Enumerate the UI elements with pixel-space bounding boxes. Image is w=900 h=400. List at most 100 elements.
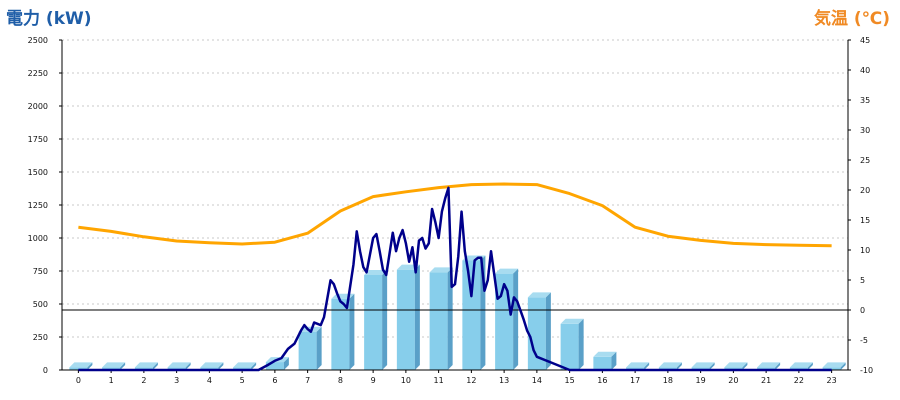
right-tick-label: 5	[860, 276, 865, 285]
bar-side	[676, 362, 682, 370]
bar	[102, 367, 121, 370]
power-line	[78, 186, 832, 372]
x-tick-label: 8	[338, 376, 343, 385]
bar-top	[364, 269, 388, 275]
bar-side	[578, 318, 584, 370]
bar	[626, 367, 645, 370]
bar-side	[840, 362, 846, 370]
bar-top	[724, 362, 748, 368]
bar	[298, 331, 317, 370]
bar-side	[447, 267, 453, 370]
bar-side	[349, 293, 355, 370]
bar	[364, 274, 383, 370]
right-tick-label: 20	[860, 186, 870, 195]
bar	[233, 367, 252, 370]
right-tick-label: 40	[860, 66, 870, 75]
bar	[331, 298, 350, 370]
bar-top	[757, 362, 781, 368]
bar-top	[69, 362, 93, 368]
right-tick-label: 10	[860, 246, 870, 255]
x-tick-label: 16	[597, 376, 607, 385]
bar-top	[167, 362, 191, 368]
right-tick-label: 15	[860, 216, 870, 225]
bar-side	[545, 292, 551, 370]
bar	[691, 367, 710, 370]
bar-top	[429, 267, 453, 273]
bar-side	[251, 362, 257, 370]
left-tick-label: 1250	[28, 201, 48, 210]
bar-top	[527, 292, 551, 298]
bar	[757, 367, 776, 370]
bar-side	[742, 362, 748, 370]
bar-top	[495, 268, 519, 274]
bar-side	[185, 362, 191, 370]
bar-side	[120, 362, 126, 370]
bar-top	[789, 362, 813, 368]
temperature-line	[78, 182, 832, 248]
left-tick-label: 2500	[28, 36, 48, 45]
right-tick-label: 35	[860, 96, 870, 105]
left-tick-label: 2000	[28, 102, 48, 111]
x-tick-label: 17	[630, 376, 640, 385]
left-tick-label: 250	[33, 333, 48, 342]
bar-side	[382, 269, 388, 370]
bar-top	[102, 362, 126, 368]
bar	[527, 297, 546, 370]
x-tick-label: 20	[728, 376, 738, 385]
x-tick-label: 13	[499, 376, 509, 385]
right-axis-title: 気温 (℃)	[813, 9, 890, 29]
x-tick-label: 10	[401, 376, 411, 385]
bar	[134, 367, 153, 370]
bar	[396, 269, 415, 370]
bar-top	[134, 362, 158, 368]
x-tick-label: 11	[434, 376, 444, 385]
bar-side	[709, 362, 715, 370]
bar-side	[218, 362, 224, 370]
bar	[69, 367, 88, 370]
bar	[658, 367, 677, 370]
bar	[167, 367, 186, 370]
left-tick-label: 1500	[28, 168, 48, 177]
x-tick-label: 9	[371, 376, 376, 385]
bar	[789, 367, 808, 370]
right-tick-label: -10	[860, 366, 873, 375]
bar-side	[152, 362, 158, 370]
bar-top	[822, 362, 846, 368]
x-tick-label: 23	[827, 376, 837, 385]
bar-side	[283, 357, 289, 370]
x-tick-label: 19	[696, 376, 706, 385]
right-tick-label: 0	[860, 306, 865, 315]
bar-side	[513, 268, 519, 370]
x-tick-label: 12	[466, 376, 476, 385]
bar-top	[626, 362, 650, 368]
left-tick-label: 1000	[28, 234, 48, 243]
bar-side	[807, 362, 813, 370]
x-tick-label: 1	[109, 376, 114, 385]
x-tick-label: 5	[240, 376, 245, 385]
bar-top	[593, 351, 617, 357]
x-tick-label: 4	[207, 376, 212, 385]
bar	[822, 367, 841, 370]
x-tick-label: 15	[565, 376, 575, 385]
left-tick-label: 1750	[28, 135, 48, 144]
bar-side	[414, 264, 420, 370]
x-tick-label: 7	[305, 376, 310, 385]
bar-top	[691, 362, 715, 368]
bar	[462, 260, 481, 370]
left-tick-label: 500	[33, 300, 48, 309]
x-tick-label: 21	[761, 376, 771, 385]
bar-side	[644, 362, 650, 370]
x-tick-label: 22	[794, 376, 804, 385]
bar-top	[658, 362, 682, 368]
bar-top	[200, 362, 224, 368]
bar-side	[775, 362, 781, 370]
x-tick-label: 2	[141, 376, 146, 385]
x-tick-label: 14	[532, 376, 542, 385]
left-tick-label: 2250	[28, 69, 48, 78]
bar	[200, 367, 219, 370]
bar	[429, 272, 448, 370]
x-tick-label: 3	[174, 376, 179, 385]
right-tick-label: 25	[860, 156, 870, 165]
bar-side	[611, 351, 617, 370]
